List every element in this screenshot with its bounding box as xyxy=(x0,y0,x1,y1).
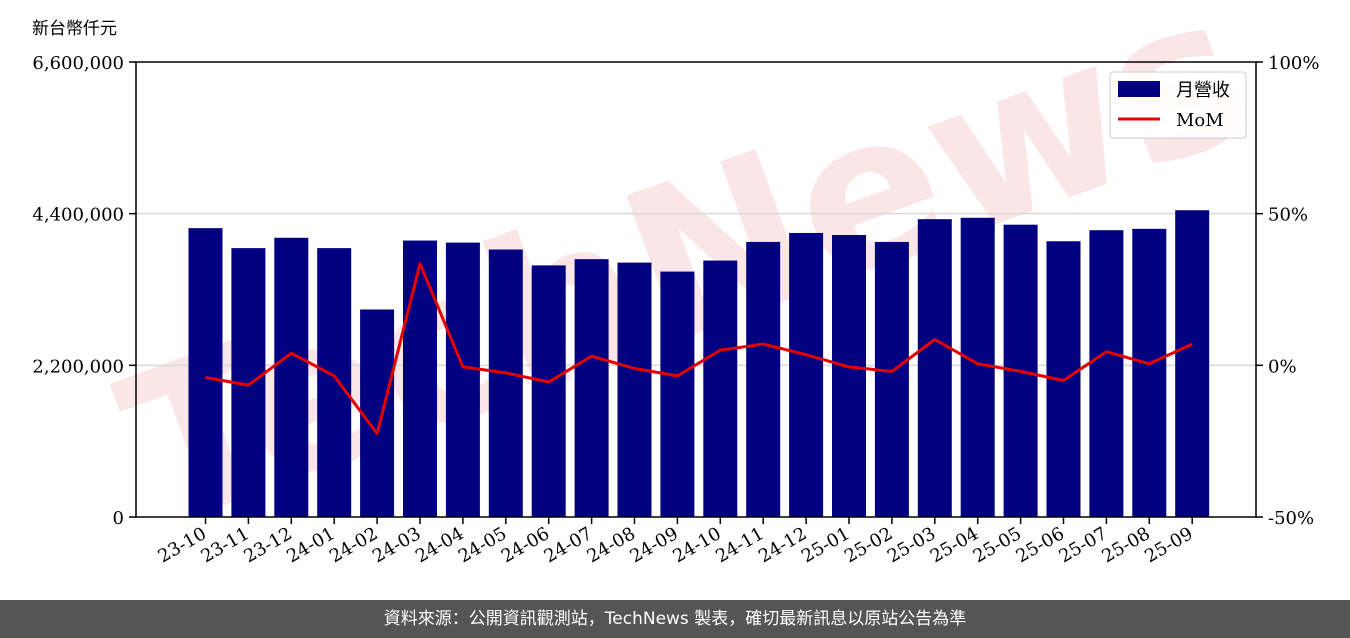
right-tick-label: 0% xyxy=(1268,356,1297,377)
x-tick-label: 25-03 xyxy=(884,523,939,567)
bar-24-06 xyxy=(531,265,566,517)
x-tick-label: 25-05 xyxy=(970,523,1025,567)
x-tick-label: 25-07 xyxy=(1055,523,1110,567)
x-tick-label: 25-04 xyxy=(927,523,982,567)
x-tick-label: 24-11 xyxy=(712,523,767,567)
right-axis: -50% 0% 50% 100% xyxy=(1256,53,1319,529)
legend-swatch-revenue xyxy=(1118,81,1160,97)
mom-line xyxy=(205,262,1193,436)
bar-24-03 xyxy=(403,240,437,517)
bar-25-08 xyxy=(1132,228,1167,518)
x-tick-label: 24-04 xyxy=(412,523,467,567)
bar-25-09 xyxy=(1175,210,1210,517)
bar-23-10 xyxy=(188,228,223,518)
plot-frame xyxy=(135,61,1257,518)
x-tick-label: 24-06 xyxy=(498,523,553,567)
bar-25-04 xyxy=(960,217,995,517)
bar-23-12 xyxy=(274,237,309,517)
left-tick-label: 4,400,000 xyxy=(32,205,124,226)
right-tick-label: 100% xyxy=(1268,53,1319,74)
source-footer: 資料來源：公開資訊觀測站，TechNews 製表，確切最新訊息以原站公告為準 xyxy=(0,600,1350,638)
x-tick-label: 24-07 xyxy=(541,523,596,567)
left-tick-label: 6,600,000 xyxy=(32,53,124,74)
bar-24-12 xyxy=(789,232,824,517)
revenue-chart: TechNews 新台幣仟元 02,200,0004,400,0006,600,… xyxy=(32,0,1319,575)
bar-25-01 xyxy=(832,235,866,517)
left-tick-label: 2,200,000 xyxy=(32,356,124,377)
legend-label-revenue: 月營收 xyxy=(1176,80,1230,101)
right-tick-label: 50% xyxy=(1268,205,1308,226)
mom-line-series xyxy=(205,262,1193,436)
bar-25-02 xyxy=(874,241,909,517)
y-axis-unit-label: 新台幣仟元 xyxy=(32,19,117,39)
x-tick-label: 24-08 xyxy=(584,523,639,567)
bar-24-10 xyxy=(703,260,738,517)
x-tick-label: 24-03 xyxy=(369,523,424,567)
x-tick-label: 24-10 xyxy=(669,523,724,567)
x-tick-label: 25-02 xyxy=(841,523,896,567)
bar-24-09 xyxy=(660,271,695,517)
bar-25-03 xyxy=(917,219,952,517)
x-tick-label: 25-08 xyxy=(1098,523,1153,567)
x-tick-label: 24-12 xyxy=(755,523,810,567)
x-tick-label: 24-02 xyxy=(326,523,381,567)
bar-24-04 xyxy=(445,242,480,517)
bar-24-02 xyxy=(360,309,395,517)
bar-24-05 xyxy=(488,249,523,518)
x-tick-label: 25-06 xyxy=(1013,523,1068,567)
bar-25-07 xyxy=(1089,230,1124,517)
left-axis: 0 2,200,000 4,400,000 6,600,000 xyxy=(32,53,136,529)
x-tick-label: 24-09 xyxy=(626,523,681,567)
bar-24-01 xyxy=(317,248,352,518)
right-tick-label: -50% xyxy=(1268,508,1314,529)
legend-label-mom: MoM xyxy=(1176,110,1224,131)
bar-24-07 xyxy=(574,259,609,517)
bar-24-08 xyxy=(617,262,652,517)
x-tick-label: 25-09 xyxy=(1141,523,1196,567)
bar-series xyxy=(188,210,1210,518)
legend: 月營收 MoM xyxy=(1109,71,1247,139)
x-tick-label: 25-01 xyxy=(798,523,853,567)
left-tick-label: 0 xyxy=(113,508,124,529)
x-tick-label: 24-05 xyxy=(455,523,510,567)
bar-24-11 xyxy=(746,241,781,517)
